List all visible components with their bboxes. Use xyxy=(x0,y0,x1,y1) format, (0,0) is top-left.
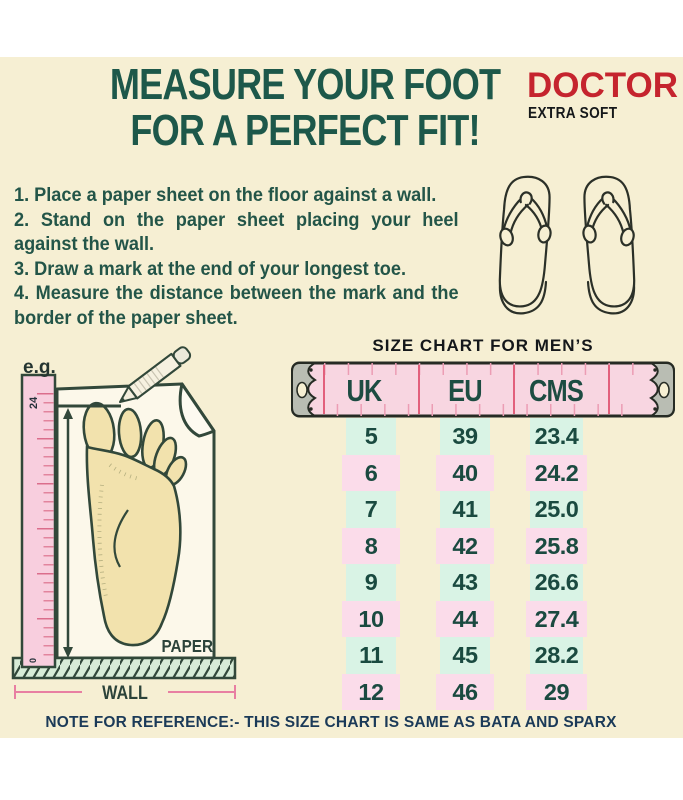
reference-note: NOTE FOR REFERENCE:- THIS SIZE CHART IS … xyxy=(45,714,617,731)
measure-arrow xyxy=(63,408,73,658)
brand-logo: DOCTOR xyxy=(527,66,679,105)
table-cell: 46 xyxy=(436,673,494,710)
table-cell: 10 xyxy=(342,600,400,637)
wall-illustration xyxy=(11,656,237,680)
tape-end-cap-right xyxy=(647,362,675,417)
table-cell: 12 xyxy=(342,673,400,710)
instruction-step-2: 2. Stand on the paper sheet placing your… xyxy=(14,208,459,256)
table-cell: 25.0 xyxy=(534,496,579,522)
table-cell: 45 xyxy=(452,642,478,668)
column-header-cms: CMS xyxy=(529,374,583,409)
table-cell: 9 xyxy=(364,569,378,595)
column-header-eu: EU xyxy=(448,374,482,409)
wall-label: WALL xyxy=(102,682,148,704)
column-header-uk: UK xyxy=(346,374,382,409)
pencil-icon xyxy=(119,346,192,403)
ruler-illustration xyxy=(20,373,57,669)
wall-dimension-lines xyxy=(14,685,236,699)
measuring-tape-header: UK EU CMS xyxy=(291,361,675,418)
page-title: MEASURE YOUR FOOT FOR A PERFECT FIT! xyxy=(0,62,610,154)
size-table-column-cms: 23.4 24.2 25.0 25.8 26.6 27.4 28.2 29 xyxy=(526,418,587,710)
measurement-diagram: e.g. 24 0 PAPER WALL xyxy=(11,346,237,704)
instruction-list: 1. Place a paper sheet on the floor agai… xyxy=(14,183,459,331)
table-cell: 41 xyxy=(452,496,478,522)
instruction-step-1: 1. Place a paper sheet on the floor agai… xyxy=(14,184,437,206)
paper-folded-corner xyxy=(178,382,216,438)
table-cell: 44 xyxy=(436,600,494,637)
page-title-line2: FOR A PERFECT FIT! xyxy=(130,106,480,155)
page-title-line1: MEASURE YOUR FOOT xyxy=(109,60,501,109)
table-cell: 26.6 xyxy=(534,569,579,595)
instruction-step-3: 3. Draw a mark at the end of your longes… xyxy=(14,257,407,280)
ruler-value-0: 0 xyxy=(28,658,38,663)
example-label: e.g. xyxy=(23,357,56,378)
table-cell: 5 xyxy=(364,423,378,449)
instruction-step-4: 4. Measure the distance between the mark… xyxy=(14,282,459,329)
table-cell: 27.4 xyxy=(526,600,587,637)
table-cell: 8 xyxy=(342,527,400,564)
brand-tagline: EXTRA SOFT xyxy=(528,105,618,122)
tape-end-cap-left xyxy=(291,362,319,417)
flip-flop-left xyxy=(498,175,552,315)
table-cell: 25.8 xyxy=(526,527,587,564)
table-cell: 23.4 xyxy=(534,423,579,449)
table-cell: 11 xyxy=(359,642,383,668)
table-cell: 39 xyxy=(452,423,478,449)
flip-flop-right xyxy=(582,175,636,315)
table-cell: 29 xyxy=(526,673,587,710)
table-cell: 7 xyxy=(364,496,378,522)
size-chart-heading: SIZE CHART FOR MEN’S xyxy=(372,336,594,355)
table-cell: 28.2 xyxy=(534,642,579,668)
size-table-column-uk: 5 6 7 8 9 10 11 12 xyxy=(342,418,400,710)
table-cell: 40 xyxy=(436,454,494,491)
table-cell: 24.2 xyxy=(526,454,587,491)
table-cell: 42 xyxy=(436,527,494,564)
ruler-value-24: 24 xyxy=(28,396,40,409)
size-table-column-eu: 39 40 41 42 43 44 45 46 xyxy=(436,418,494,710)
table-cell: 6 xyxy=(342,454,400,491)
table-cell: 43 xyxy=(452,569,478,595)
flip-flops-icon xyxy=(498,175,636,315)
paper-label: PAPER xyxy=(161,636,213,656)
foot-illustration xyxy=(82,401,188,647)
